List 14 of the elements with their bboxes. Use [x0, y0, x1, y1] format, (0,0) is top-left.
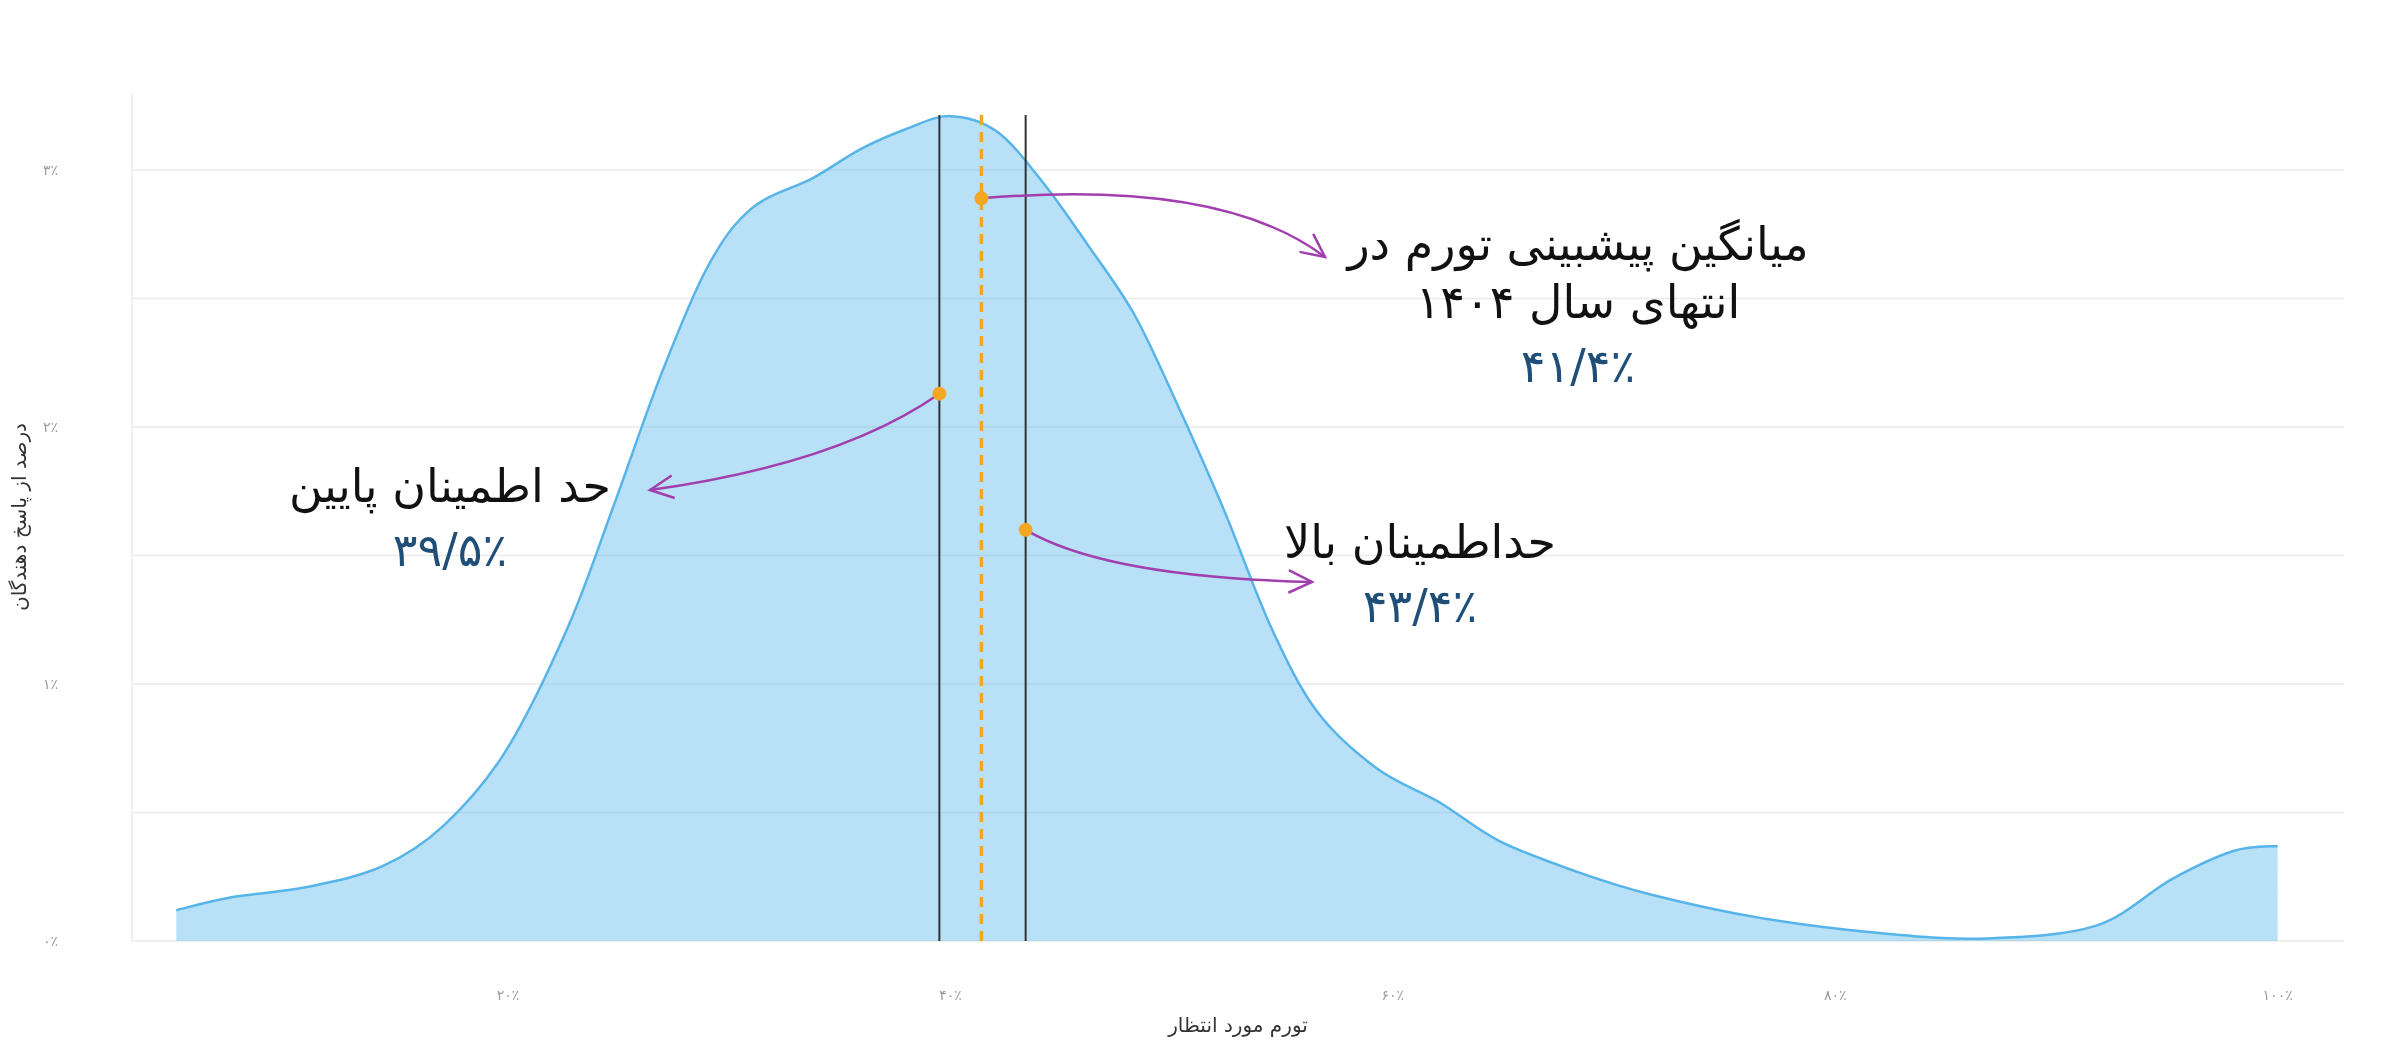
y-tick-label: ۳٪: [42, 162, 58, 179]
x-tick-label: ۲۰٪: [496, 987, 520, 1003]
annotation: حد اطمینان پایین ۳۹/۵٪: [289, 459, 611, 577]
annotation: حداطمینان بالا ۴۳/۴٪: [1284, 515, 1556, 633]
x-tick-label: ۱۰۰٪: [2262, 987, 2293, 1003]
x-axis-title: تورم مورد انتظار: [1167, 1013, 1308, 1037]
x-tick-label: ۸۰٪: [1823, 987, 1847, 1003]
x-tick-label: ۶۰٪: [1381, 987, 1405, 1003]
y-tick-label: ۱٪: [42, 676, 58, 693]
x-tick-label: ۴۰٪: [939, 987, 962, 1003]
y-tick-label: ۰٪: [42, 933, 58, 949]
annotation: میانگین پیشبینی تورم در انتهای سال ۱۴۰۴ ۴۱/۴٪: [1345, 217, 1809, 393]
y-tick-label: ۲٪: [42, 419, 58, 436]
y-axis-title: درصد از پاسخ دهندگان: [7, 423, 32, 611]
